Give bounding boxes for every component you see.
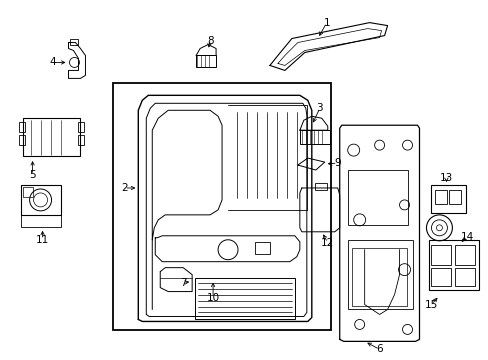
Text: 11: 11 [36, 235, 49, 245]
Bar [78, 135, 84, 145]
Bar [454, 245, 474, 265]
Bar [314, 183, 326, 190]
Bar [22, 187, 33, 197]
Bar [196, 55, 216, 67]
Text: 8: 8 [206, 36, 213, 46]
Bar [428, 240, 478, 289]
Bar [70, 39, 78, 45]
Text: 3: 3 [316, 103, 323, 113]
Bar [347, 240, 412, 310]
Bar [78, 122, 84, 132]
Text: 12: 12 [321, 238, 334, 248]
Bar [22, 118, 81, 156]
Text: 14: 14 [460, 232, 473, 242]
Text: 5: 5 [29, 170, 36, 180]
Text: 7: 7 [180, 278, 186, 288]
Bar [351, 248, 406, 306]
Bar [347, 170, 407, 225]
Bar [19, 135, 24, 145]
Text: 10: 10 [206, 293, 219, 302]
Text: 6: 6 [376, 345, 382, 354]
Bar [254, 242, 269, 254]
Text: 1: 1 [323, 18, 329, 28]
Text: 2: 2 [121, 183, 127, 193]
Bar [19, 122, 24, 132]
Bar [430, 268, 450, 285]
Text: 13: 13 [439, 173, 452, 183]
Bar [195, 278, 294, 319]
Bar [435, 190, 447, 204]
Text: 4: 4 [49, 58, 56, 67]
Text: 15: 15 [424, 300, 437, 310]
Bar [113, 84, 330, 330]
Bar [430, 245, 450, 265]
Bar [20, 215, 61, 227]
Bar [430, 185, 466, 213]
Bar [20, 185, 61, 215]
Text: 9: 9 [334, 158, 340, 168]
Bar [454, 268, 474, 285]
Bar [299, 130, 329, 144]
Bar [448, 190, 461, 204]
